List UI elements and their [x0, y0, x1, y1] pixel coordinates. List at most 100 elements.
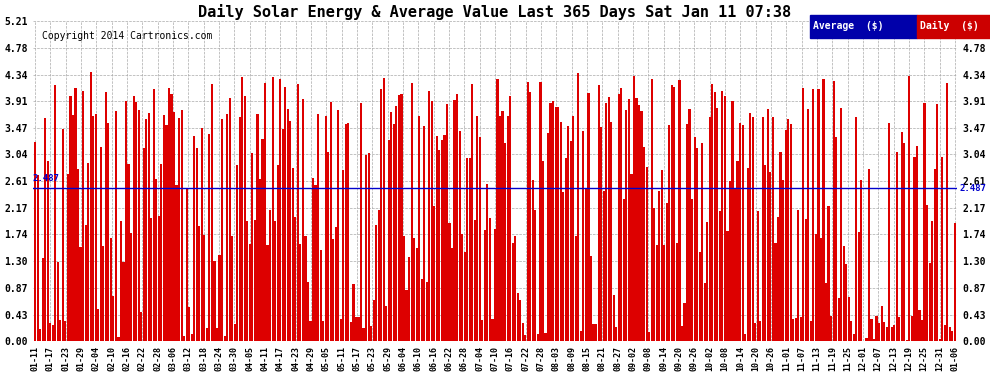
Bar — [653, 208, 655, 341]
Bar — [426, 282, 428, 341]
Bar — [575, 236, 577, 341]
Bar — [678, 80, 680, 341]
Bar — [191, 334, 193, 341]
Bar — [436, 136, 438, 341]
Bar — [569, 141, 572, 341]
Bar — [125, 101, 127, 341]
Bar — [325, 116, 327, 341]
Bar — [626, 110, 628, 341]
Bar — [577, 73, 579, 341]
Bar — [732, 101, 734, 341]
Bar — [406, 290, 408, 341]
Bar — [540, 82, 542, 341]
Bar — [69, 96, 71, 341]
Bar — [198, 226, 200, 341]
Bar — [546, 133, 549, 341]
Bar — [72, 115, 74, 341]
Bar — [865, 338, 867, 341]
Bar — [118, 336, 120, 341]
Bar — [274, 222, 276, 341]
Bar — [264, 83, 266, 341]
Bar — [64, 321, 66, 341]
Bar — [527, 82, 529, 341]
Bar — [97, 309, 99, 341]
Bar — [916, 146, 918, 341]
Bar — [870, 319, 872, 341]
Bar — [385, 306, 387, 341]
Bar — [494, 229, 496, 341]
Bar — [764, 165, 766, 341]
Bar — [761, 117, 764, 341]
Bar — [50, 323, 51, 341]
Bar — [206, 328, 208, 341]
Bar — [481, 321, 483, 341]
Bar — [926, 206, 929, 341]
Bar — [701, 143, 703, 341]
Bar — [582, 130, 584, 341]
Bar — [160, 164, 162, 341]
Bar — [317, 114, 319, 341]
Bar — [792, 319, 794, 341]
Bar — [39, 328, 42, 341]
Bar — [423, 126, 426, 341]
Bar — [901, 132, 903, 341]
Bar — [266, 245, 268, 341]
Bar — [603, 191, 605, 341]
Bar — [818, 89, 820, 341]
Bar — [671, 85, 673, 341]
Bar — [875, 316, 877, 341]
Bar — [522, 323, 524, 341]
Bar — [519, 300, 522, 341]
Bar — [610, 122, 612, 341]
Bar — [310, 321, 312, 341]
Bar — [580, 331, 582, 341]
Bar — [354, 317, 357, 341]
Bar — [946, 83, 948, 341]
Bar — [514, 236, 516, 341]
Bar — [224, 336, 226, 341]
Bar — [138, 110, 140, 341]
Bar — [537, 334, 539, 341]
Bar — [727, 231, 729, 341]
Bar — [486, 184, 488, 341]
Bar — [777, 217, 779, 341]
Bar — [146, 119, 148, 341]
Bar — [413, 238, 415, 341]
Bar — [655, 245, 657, 341]
Bar — [742, 125, 743, 341]
Bar — [152, 88, 154, 341]
Bar — [112, 296, 115, 341]
Bar — [587, 93, 590, 341]
Bar — [676, 243, 678, 341]
Bar — [929, 263, 931, 341]
Bar — [615, 327, 618, 341]
Bar — [322, 321, 324, 341]
Bar — [256, 114, 258, 341]
Bar — [67, 174, 69, 341]
Bar — [461, 234, 463, 341]
Bar — [281, 129, 284, 341]
Bar — [411, 83, 413, 341]
Bar — [919, 310, 921, 341]
Bar — [784, 130, 787, 341]
Bar — [749, 113, 751, 341]
Bar — [150, 218, 152, 341]
Bar — [47, 161, 49, 341]
Bar — [128, 164, 130, 341]
Bar — [214, 261, 216, 341]
Bar — [468, 158, 471, 341]
Bar — [893, 325, 895, 341]
Bar — [939, 339, 940, 341]
Bar — [476, 116, 478, 341]
Bar — [340, 319, 342, 341]
Bar — [338, 110, 340, 341]
Bar — [84, 225, 87, 341]
Bar — [937, 104, 939, 341]
Bar — [623, 199, 625, 341]
Bar — [229, 98, 231, 341]
Bar — [211, 84, 213, 341]
Bar — [56, 262, 58, 341]
Bar — [820, 238, 822, 341]
Bar — [219, 255, 221, 341]
Bar — [509, 96, 511, 341]
